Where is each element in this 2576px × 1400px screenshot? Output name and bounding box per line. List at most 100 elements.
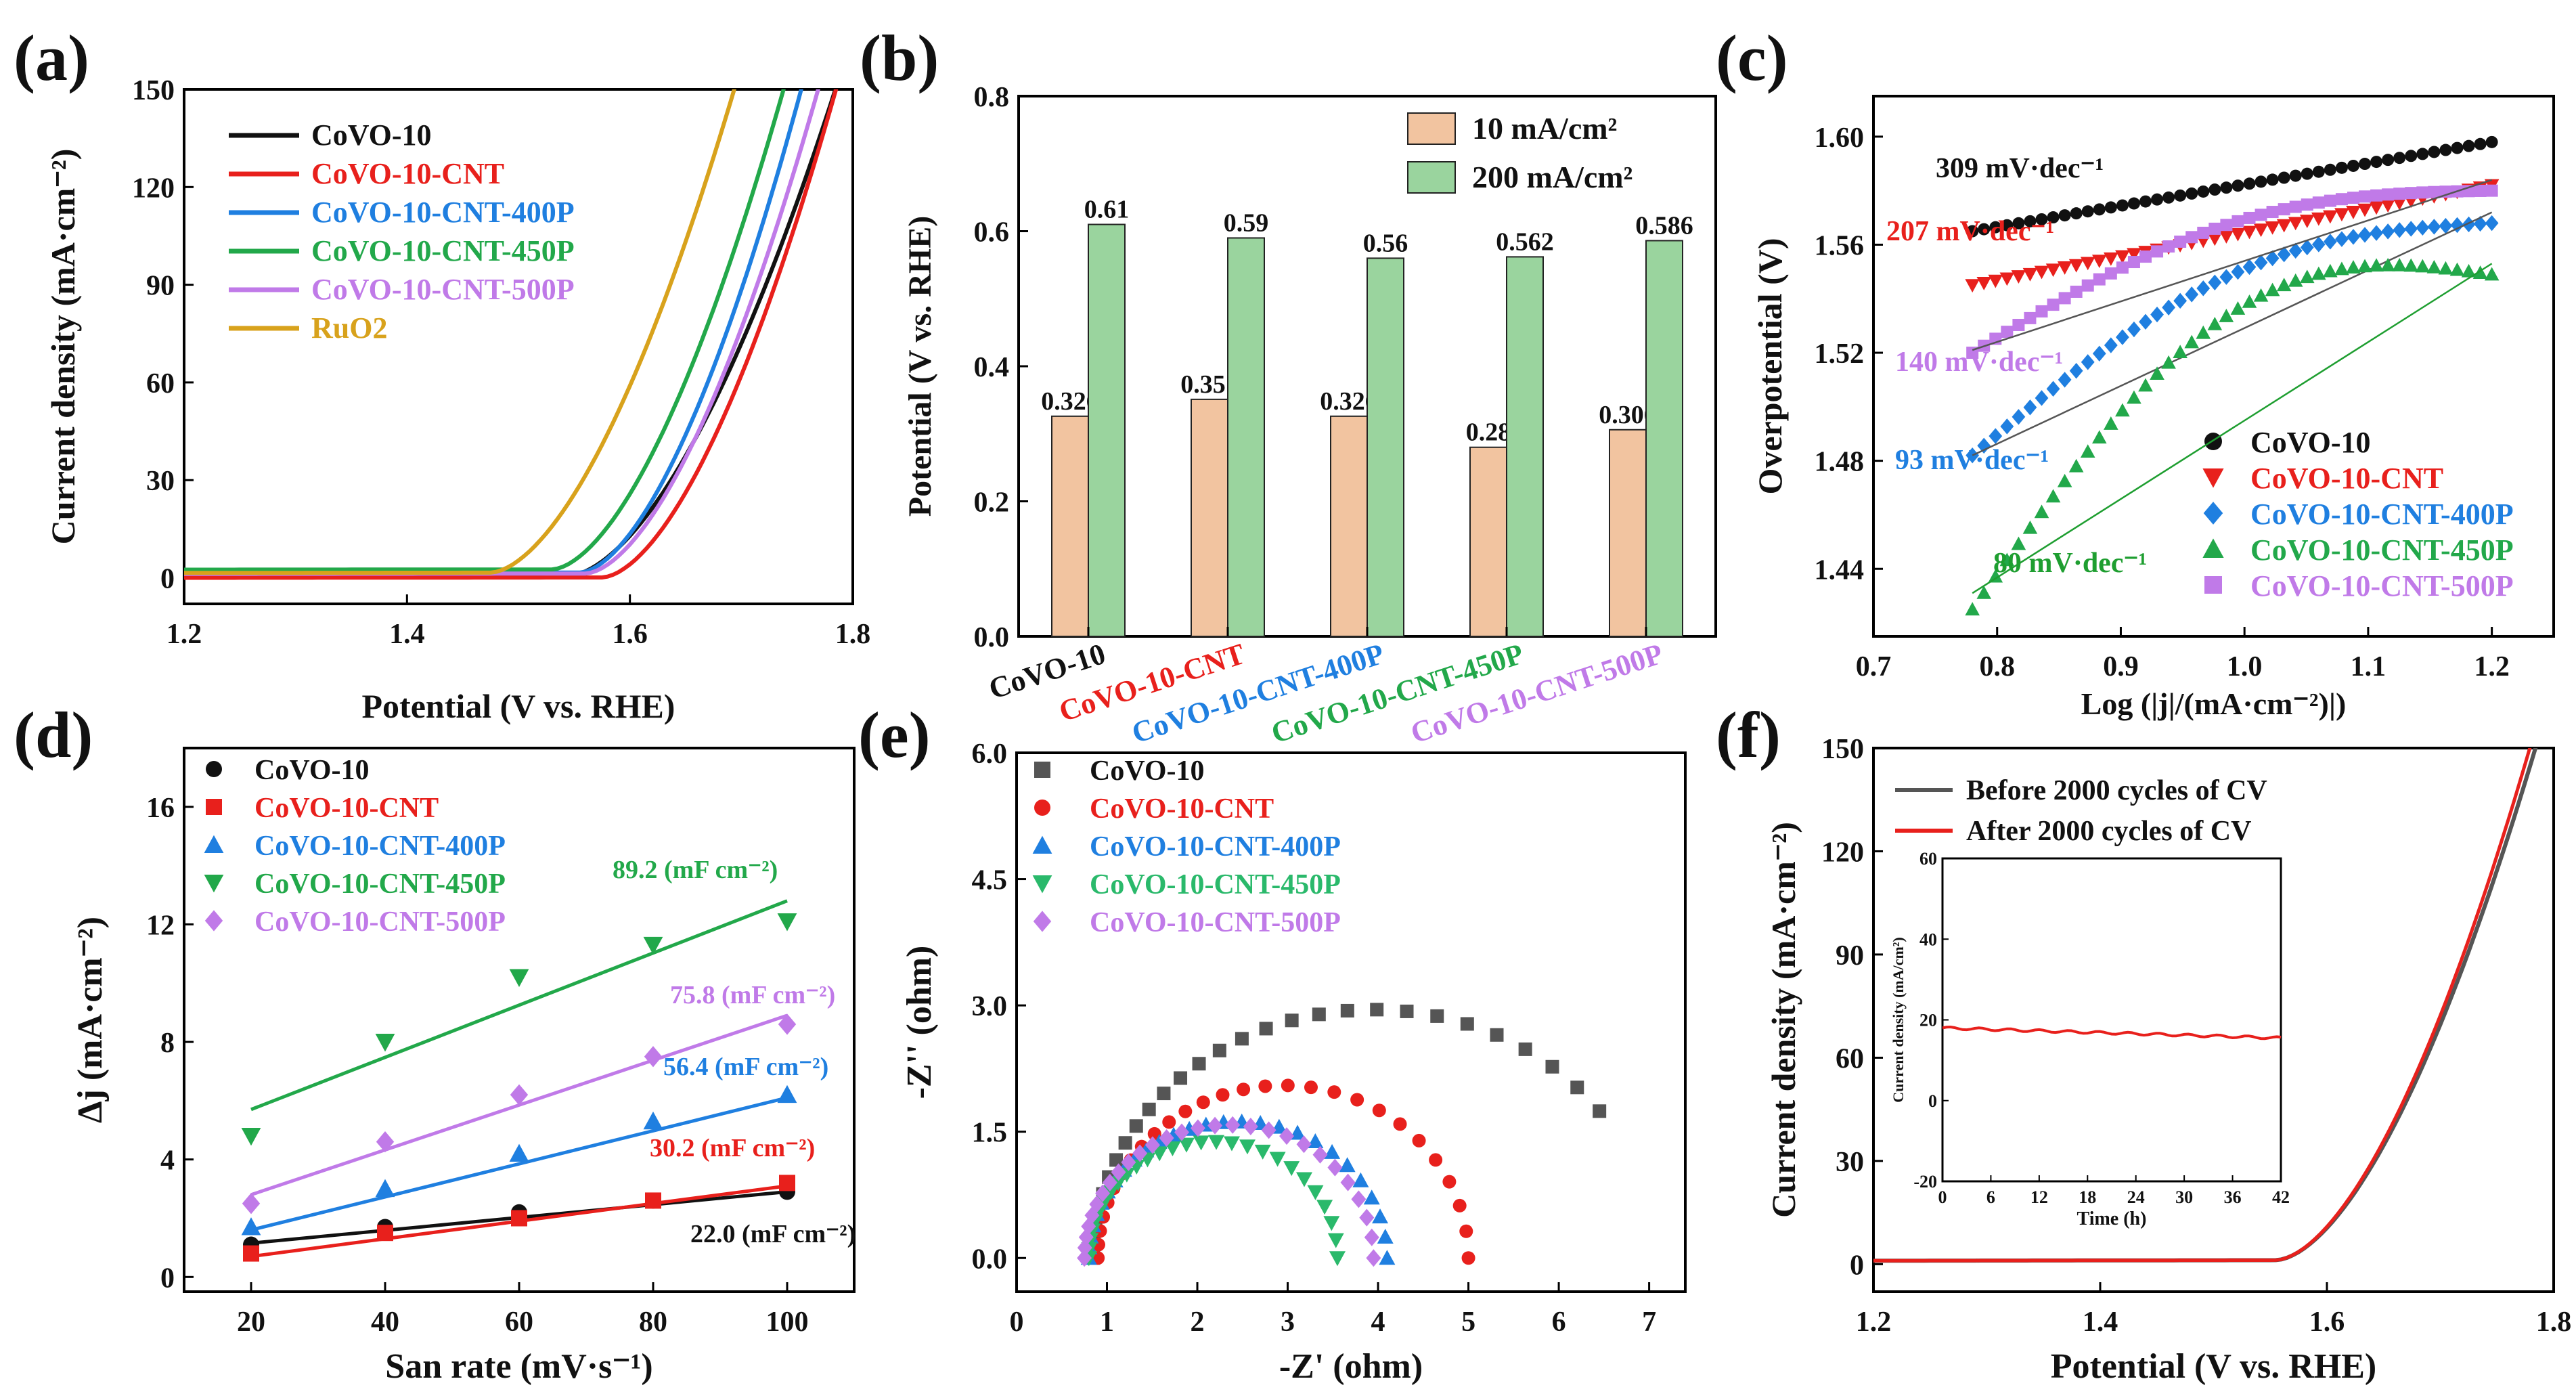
data-point — [2012, 217, 2025, 229]
bar — [1367, 257, 1404, 637]
data-point — [777, 1085, 797, 1103]
data-point — [2357, 203, 2372, 217]
x-tick-label: 1.4 — [2083, 1307, 2118, 1338]
data-point — [1593, 1104, 1607, 1118]
data-point — [2289, 200, 2302, 213]
legend-marker — [1033, 911, 1052, 932]
data-point — [1243, 1117, 1258, 1135]
data-point — [241, 1127, 261, 1146]
data-point — [1966, 447, 1980, 464]
data-point — [2403, 258, 2419, 272]
data-point — [2104, 201, 2117, 214]
data-point — [2150, 306, 2164, 323]
legend-label: Before 2000 cycles of CV — [1966, 775, 2267, 806]
x-tick-label: 24 — [2127, 1187, 2145, 1207]
data-point — [2265, 250, 2280, 267]
legend-label: CoVO-10-CNT-500P — [2250, 569, 2514, 603]
data-point — [2311, 212, 2326, 226]
data-point — [1976, 585, 1992, 599]
data-point — [2265, 221, 2280, 235]
data-point — [2300, 239, 2314, 256]
x-tick-label: 30 — [2175, 1187, 2193, 1207]
y-tick-label: 0.0 — [974, 622, 1010, 653]
data-point — [2035, 305, 2048, 318]
data-point — [1329, 1251, 1346, 1267]
data-point — [2484, 267, 2500, 281]
legend-swatch — [1407, 112, 1456, 145]
data-point — [1316, 1200, 1333, 1215]
data-point — [2208, 183, 2221, 196]
y-tick-label: 90 — [146, 271, 175, 302]
data-point — [2116, 199, 2129, 212]
data-point — [1340, 1173, 1356, 1191]
legend-label: RuO2 — [311, 311, 387, 345]
data-point — [1118, 1136, 1132, 1150]
data-point — [2370, 225, 2383, 241]
legend-label: CoVO-10-CNT-400P — [311, 196, 575, 229]
data-point — [2139, 250, 2152, 263]
data-point — [1178, 1104, 1193, 1118]
data-point — [2047, 211, 2060, 224]
y-tick-label: 120 — [1821, 837, 1864, 868]
data-point — [2242, 259, 2257, 276]
tafel-slope-label: 207 mV·dec⁻¹ — [1886, 216, 2054, 247]
data-point — [1393, 1117, 1407, 1131]
y-axis-title: Δj (mA·cm⁻²) — [71, 917, 110, 1123]
data-point — [2092, 345, 2106, 362]
panel-label-e: (e) — [858, 699, 931, 771]
data-point — [2278, 171, 2290, 184]
data-point — [2288, 217, 2303, 231]
data-point — [2323, 234, 2337, 250]
data-point — [2416, 219, 2430, 236]
data-point — [1132, 1144, 1148, 1162]
x-tick-label: 0 — [1010, 1307, 1024, 1338]
data-point — [2023, 399, 2037, 416]
data-point — [1174, 1123, 1189, 1141]
data-point — [2335, 161, 2348, 174]
data-point — [2439, 144, 2452, 156]
data-point — [2312, 165, 2325, 178]
data-point — [2068, 458, 2084, 473]
data-point — [2104, 267, 2117, 280]
y-tick-label: 60 — [146, 368, 175, 399]
data-point — [1142, 1102, 1156, 1116]
data-point — [1412, 1133, 1426, 1147]
data-point — [2335, 193, 2348, 206]
data-point — [1327, 1085, 1341, 1099]
y-tick-label: 12 — [146, 910, 175, 941]
data-point — [2127, 197, 2140, 210]
data-point — [1545, 1059, 1559, 1074]
data-point — [2301, 167, 2313, 180]
legend-label: CoVO-10 — [1090, 756, 1204, 787]
bar-value-label: 0.586 — [1635, 211, 1693, 240]
data-point — [1460, 1017, 1474, 1031]
y-tick-label: 0.4 — [974, 352, 1010, 383]
data-point — [2104, 252, 2118, 266]
data-point — [2219, 230, 2234, 244]
data-point — [1570, 1080, 1584, 1095]
data-point — [2253, 288, 2269, 302]
data-point — [2035, 213, 2048, 225]
data-point — [2311, 266, 2326, 280]
panel-label-d: (d) — [14, 699, 93, 771]
x-tick-label: 1.1 — [2351, 651, 2386, 682]
x-tick-label: 1.2 — [2474, 651, 2510, 682]
data-point — [375, 1034, 395, 1052]
data-point — [2115, 250, 2130, 264]
x-tick-label: 80 — [639, 1307, 667, 1338]
data-point — [2058, 292, 2071, 305]
data-point — [1207, 1116, 1223, 1135]
data-point — [2359, 190, 2372, 203]
data-point — [376, 1131, 395, 1153]
data-point — [2324, 163, 2336, 176]
data-point — [1999, 272, 2015, 286]
data-point — [2150, 366, 2164, 380]
inset-x-title: Time (h) — [2077, 1208, 2147, 1229]
data-point — [2161, 355, 2176, 369]
data-point — [1518, 1042, 1532, 1056]
data-point — [2415, 259, 2430, 273]
data-point — [2151, 245, 2164, 258]
data-point — [509, 1143, 529, 1162]
bar — [1330, 415, 1368, 637]
data-point — [1190, 1119, 1205, 1137]
